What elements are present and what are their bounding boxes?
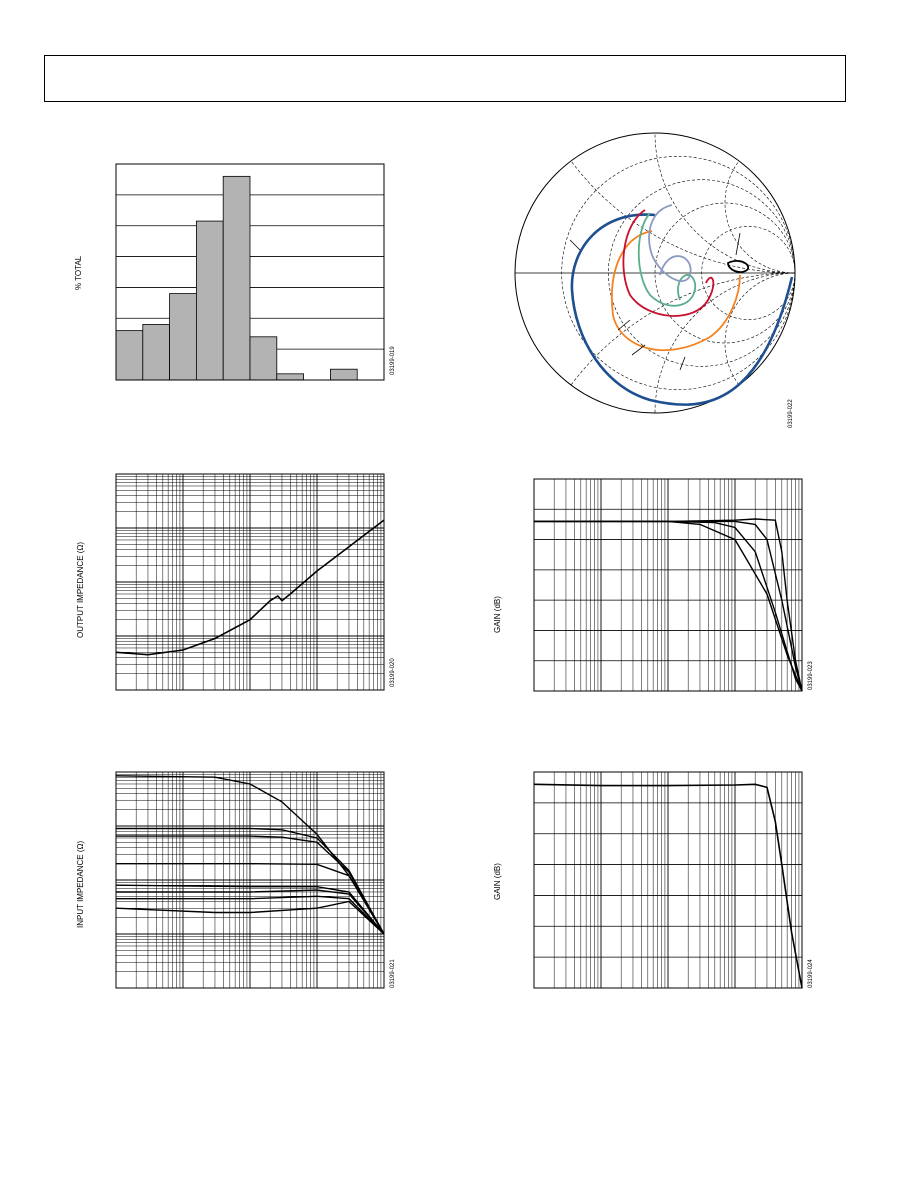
c5-series [115,775,385,935]
impedance-series-line [116,889,385,935]
c6-grid [534,772,802,988]
smith-pointer-line [679,356,686,371]
c3-figure-id: 03199-020 [390,658,396,687]
smith-pointer-line [617,319,631,331]
impedance-series-line [116,863,385,935]
histogram-bar [222,175,251,381]
gain-series-line [534,518,803,692]
page-header-box [44,55,846,102]
histogram-bar [115,330,144,381]
c3-series-line [115,519,385,656]
c5-figure-id: 03199-021 [390,959,396,988]
c6-ylabel: GAIN (dB) [493,863,502,900]
smith-pointer-line [631,344,646,356]
smith-pointer-line [569,239,581,251]
histogram-bar [249,336,278,381]
c4-figure-id: 03199-023 [808,661,814,690]
impedance-series-line [115,884,385,935]
chart-input-impedance [115,771,385,989]
smith-reactance-arc [515,133,795,274]
smith-curve [727,259,750,273]
smith-reactance-arc [654,133,795,274]
smith-curve [570,213,794,406]
smith-curve [648,204,692,282]
c6-series-line [533,783,803,989]
c4-series [534,518,803,692]
smith-resistance-circle [701,226,796,320]
c1-frame [115,163,385,381]
c3-grid [116,474,384,690]
histogram-bar [196,220,224,381]
c5-ylabel: INPUT IMPEDANCE (Ω) [76,840,85,928]
c3-ylabel: OUTPUT IMPEDANCE (Ω) [76,541,85,638]
c2-curves [569,204,794,406]
smith-curve [611,230,741,352]
histogram-bar [276,373,305,381]
c6-frame [533,771,803,989]
c6-figure-id: 03199-024 [808,959,814,988]
c1-ylabel: % TOTAL [74,255,83,290]
histogram-bar [142,324,170,381]
c2-grid [514,132,796,414]
c4-frame [533,478,803,692]
histogram-bar [169,293,197,381]
smith-reactance-arcs [515,133,795,413]
histogram-bar [329,368,358,381]
c1-figure-id: 03199-019 [390,346,396,375]
c1-bars [115,175,358,381]
chart-histogram [115,163,385,381]
c4-grid [534,479,802,691]
chart-gain-multi [533,478,803,692]
impedance-series-line [116,895,385,935]
impedance-series-line [115,900,385,935]
c5-frame [115,771,385,989]
smith-curve [637,212,696,307]
chart-gain-single [533,771,803,989]
smith-reactance-arc [724,133,795,274]
impedance-series-line [116,835,385,935]
chart-smith [514,132,796,414]
c4-ylabel: GAIN (dB) [493,596,502,633]
c3-frame [115,473,385,691]
smith-pointer-line [735,232,741,256]
c5-grid [116,772,384,988]
c2-figure-id: 03199-022 [788,399,794,428]
chart-output-impedance [115,473,385,691]
smith-curve [622,209,715,317]
